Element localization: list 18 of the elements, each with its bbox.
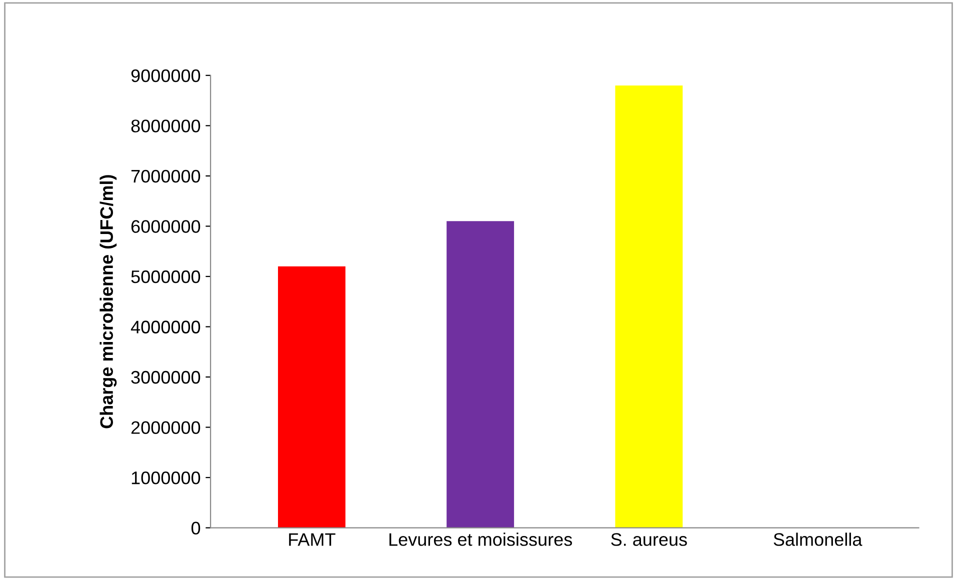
y-tick-label: 7000000 — [131, 170, 200, 183]
y-tick-label: 5000000 — [131, 270, 200, 284]
y-axis-title: Charge microbienne (UFC/ml) — [100, 175, 117, 428]
y-tick-label: 8000000 — [131, 120, 200, 132]
bar — [615, 85, 683, 528]
x-tick-label: FAMT — [289, 533, 336, 546]
bar — [278, 266, 346, 528]
y-tick-label: 0 — [191, 522, 200, 535]
y-tick-label: 2000000 — [131, 421, 200, 434]
y-tick-label: 9000000 — [131, 69, 200, 82]
x-tick-label: S. aureus — [611, 533, 687, 546]
y-tick-label: 3000000 — [131, 370, 200, 384]
x-tick-label: Salmonella — [774, 532, 862, 546]
y-tick-label: 6000000 — [131, 220, 200, 233]
x-tick-label: Levures et moisissures — [389, 532, 572, 546]
y-tick-label: 4000000 — [130, 320, 200, 334]
bar — [446, 221, 514, 528]
y-tick-label: 1000000 — [132, 471, 200, 484]
